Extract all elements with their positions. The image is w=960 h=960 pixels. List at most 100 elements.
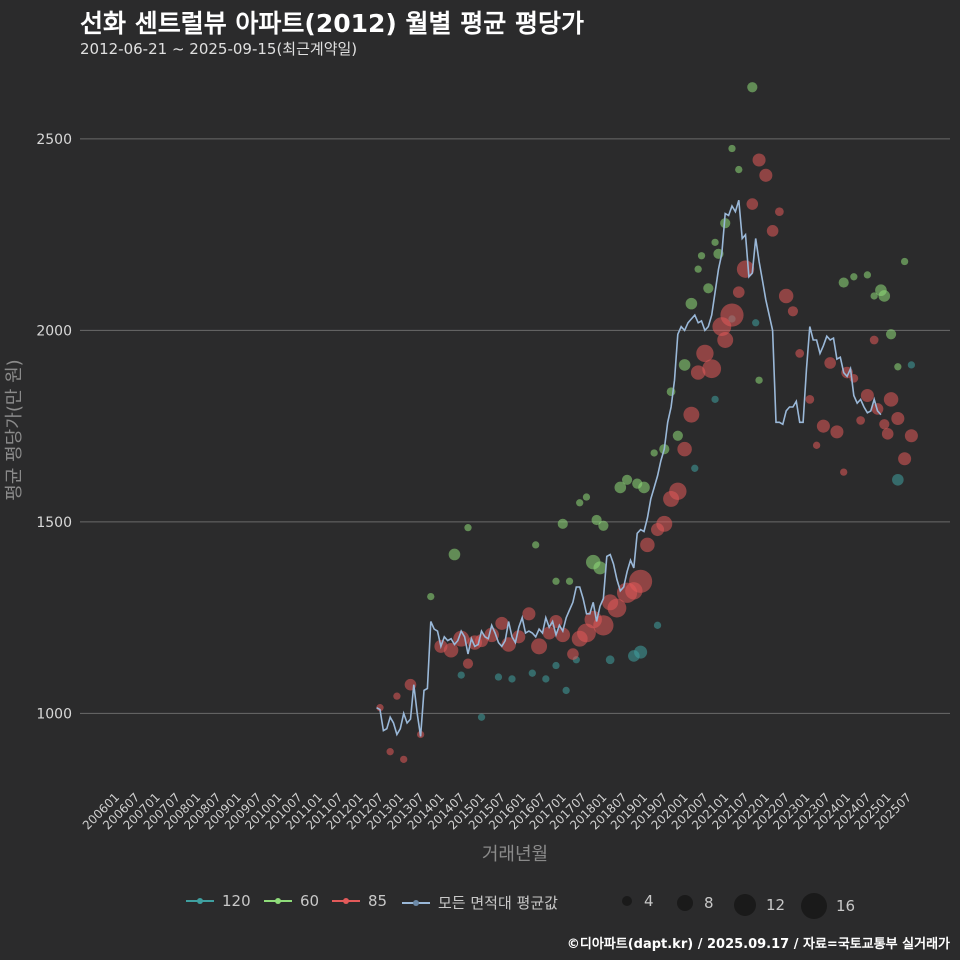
legend-item-60: 60: [264, 892, 319, 910]
chart-plot: 1000 1500 2000 2500 20060120060720070120070…: [4, 82, 950, 865]
point-85-62: [856, 416, 865, 425]
point-120-18: [907, 361, 916, 369]
point-60-33: [838, 277, 849, 288]
point-60-21: [678, 359, 691, 371]
legend-size-8: 8: [674, 892, 714, 914]
point-60-3: [532, 541, 540, 549]
point-85-2: [393, 692, 401, 700]
credit-text: ©디아파트(dapt.kr) / 2025.09.17 / 자료=국토교통부 실…: [566, 937, 950, 952]
point-85-27: [607, 598, 627, 618]
point-85-47: [752, 153, 766, 167]
point-85-39: [696, 344, 714, 363]
y-tick-1000: 1000: [36, 706, 72, 722]
point-85-59: [840, 468, 848, 476]
point-120-16: [752, 319, 760, 327]
legend-item-average: 모든 면적대 평균값: [402, 892, 558, 913]
point-85-43: [720, 303, 744, 327]
point-85-40: [702, 359, 722, 379]
point-85-66: [879, 419, 890, 430]
point-85-52: [787, 306, 799, 317]
point-85-30: [629, 569, 653, 593]
point-85-67: [881, 428, 894, 440]
point-85-51: [778, 288, 794, 304]
point-60-24: [697, 252, 706, 260]
point-120-9: [605, 655, 615, 665]
point-85-46: [746, 198, 759, 210]
y-tick-labels: 1000 1500 2000 2500: [36, 132, 72, 722]
point-120-11: [634, 645, 648, 659]
point-85-54: [805, 395, 815, 404]
point-60-31: [747, 82, 758, 93]
point-85-48: [759, 168, 773, 182]
point-120-1: [477, 713, 486, 721]
point-85-69: [891, 411, 905, 426]
point-85-53: [795, 349, 805, 358]
point-85-17: [531, 638, 548, 655]
point-85-9: [462, 658, 474, 669]
chart-subtitle: 2012-06-21 ~ 2025-09-15(최근계약일): [80, 40, 358, 58]
average-line: [376, 199, 882, 737]
point-85-16: [522, 607, 536, 621]
point-85-71: [904, 429, 918, 443]
point-120-4: [528, 669, 536, 677]
point-85-44: [732, 286, 745, 298]
point-60-38: [878, 290, 891, 302]
point-120-5: [542, 675, 550, 683]
point-85-55: [812, 441, 821, 449]
point-85-64: [869, 335, 879, 345]
point-60-14: [621, 474, 633, 485]
point-60-16: [638, 481, 650, 494]
x-tick-labels: 2006012006072007012007072008012008072009…: [80, 790, 914, 832]
legend-size-label-4: 4: [644, 892, 654, 910]
point-85-21: [567, 648, 579, 660]
point-60-6: [565, 577, 574, 585]
point-60-20: [672, 430, 683, 441]
chart-title: 선화 센트럴뷰 아파트(2012) 월별 평균 평당가: [80, 9, 584, 38]
y-tick-1500: 1500: [36, 515, 72, 531]
point-85-49: [766, 225, 779, 237]
x-axis-label: 거래년월: [482, 844, 548, 865]
legend-item-120: 120: [186, 892, 251, 910]
point-85-13: [495, 616, 509, 630]
point-85-36: [677, 441, 692, 457]
y-axis-label: 평균 평당가(만 원): [4, 359, 25, 500]
point-60-4: [552, 577, 560, 585]
point-85-58: [830, 425, 844, 439]
point-85-50: [775, 207, 784, 217]
point-60-23: [694, 265, 702, 273]
point-85-20: [555, 627, 571, 643]
legend-size-label-16: 16: [836, 897, 856, 915]
point-85-25: [593, 615, 614, 636]
point-120-3: [508, 675, 516, 683]
point-60-40: [894, 363, 902, 371]
point-60-39: [885, 329, 897, 340]
point-85-68: [883, 392, 899, 407]
point-60-35: [863, 271, 872, 279]
point-60-7: [576, 499, 584, 507]
point-85-7: [443, 642, 459, 658]
legend-size-label-12: 12: [766, 896, 786, 914]
point-60-36: [870, 292, 878, 300]
point-85-35: [669, 482, 687, 500]
point-85-37: [683, 406, 700, 423]
point-85-57: [824, 357, 836, 369]
point-60-26: [711, 238, 719, 246]
point-120-14: [711, 395, 719, 404]
y-tick-2000: 2000: [36, 323, 72, 339]
point-85-1: [386, 748, 394, 756]
legend-item-85: 85: [332, 892, 387, 910]
point-85-70: [898, 452, 912, 466]
point-60-34: [850, 273, 858, 281]
legend-label-average: 모든 면적대 평균값: [438, 894, 558, 912]
legend-size-16: 16: [800, 892, 855, 920]
point-85-23: [577, 623, 596, 643]
point-120-0: [457, 671, 465, 679]
point-60-0: [427, 592, 435, 601]
point-60-10: [591, 514, 602, 526]
point-120-6: [552, 661, 560, 670]
point-60-5: [557, 518, 568, 529]
legend-size-4: 4: [618, 892, 654, 910]
legend: 120 60 85 모든 면적대 평균값 4 8 12 16: [0, 892, 960, 922]
average-line-group: [376, 199, 882, 737]
point-60-30: [735, 165, 743, 174]
